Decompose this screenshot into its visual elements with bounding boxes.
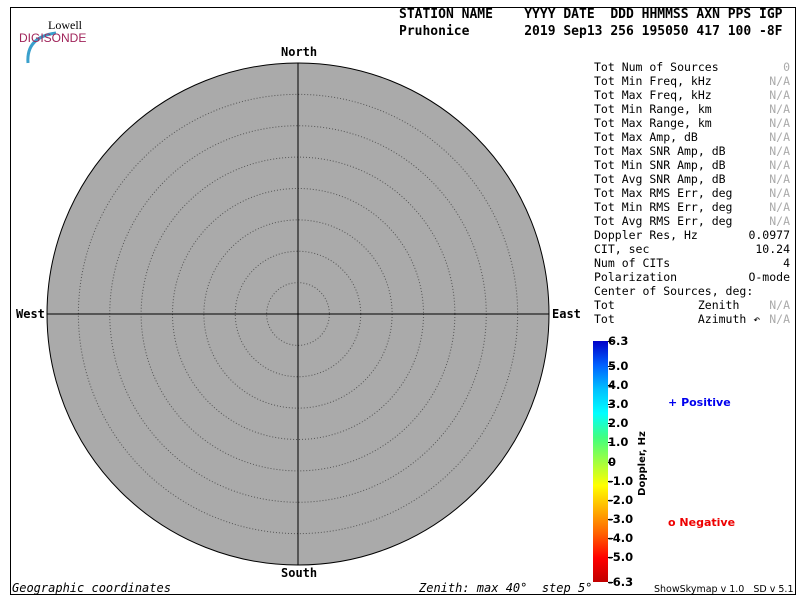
- stat-label: Tot Min RMS Err, deg: [594, 200, 733, 214]
- doppler-colorbar: [593, 341, 608, 582]
- stat-label: Doppler Res, Hz: [594, 228, 698, 242]
- stat-value: 0: [783, 60, 790, 74]
- east-label: East: [552, 307, 581, 321]
- colorbar-tick-mark: [608, 423, 613, 425]
- legend-negative-label: Negative: [679, 516, 736, 529]
- stat-label: Tot Min SNR Amp, dB: [594, 158, 726, 172]
- stat-value: N/A: [769, 312, 790, 326]
- colorbar-tick: -4.0: [608, 531, 634, 545]
- header-labels: STATION NAME YYYY DATE DDD HHMMSS AXN PP…: [399, 7, 783, 22]
- stat-value: N/A: [769, 214, 790, 228]
- colorbar-tick-mark: [608, 480, 613, 482]
- stat-value: N/A: [769, 158, 790, 172]
- footer-version: ShowSkymap v 1.0 SD v 5.1: [654, 584, 794, 595]
- stat-label: Tot Avg RMS Err, deg: [594, 214, 733, 228]
- stat-label: Tot Zenith: [594, 298, 740, 312]
- footer-coordinates: Geographic coordinates: [12, 581, 171, 595]
- west-label: West: [16, 307, 45, 321]
- stat-value: N/A: [769, 116, 790, 130]
- colorbar-tick-mark: [608, 582, 613, 583]
- colorbar-tick: 3.0: [608, 397, 629, 412]
- stat-label: Tot Num of Sources: [594, 60, 719, 74]
- logo-arc-icon: [26, 31, 56, 64]
- logo-top-text: Lowell: [48, 18, 82, 32]
- stat-label: Tot Avg SNR Amp, dB: [594, 172, 726, 186]
- colorbar-tick: 5.0: [608, 358, 629, 373]
- colorbar-tick: 4.0: [608, 377, 629, 392]
- stat-label: Num of CITs: [594, 256, 671, 270]
- header-values: Pruhonice 2019 Sep13 256 195050 417 100 …: [399, 24, 783, 39]
- plus-icon: +: [668, 396, 678, 409]
- stat-value: 4: [783, 256, 790, 270]
- colorbar-tick-mark: [608, 538, 613, 539]
- colorbar-tick: -6.3: [608, 575, 634, 589]
- stat-value: N/A: [769, 130, 790, 144]
- colorbar-tick: 6.3: [608, 334, 629, 348]
- colorbar-tick-mark: [608, 384, 613, 386]
- legend-negative: o Negative: [668, 516, 735, 529]
- north-label: North: [281, 45, 318, 59]
- stat-label: Tot Azimuth ↶: [594, 312, 761, 326]
- stat-value: N/A: [769, 144, 790, 158]
- stat-value: 0.0977: [748, 228, 790, 242]
- colorbar-tick: -5.0: [608, 550, 634, 565]
- stat-value: N/A: [769, 172, 790, 186]
- colorbar-tick-mark: [608, 442, 613, 444]
- stat-label: Center of Sources, deg:: [594, 284, 754, 298]
- south-label: South: [281, 566, 318, 580]
- stat-value: 10.24: [755, 242, 790, 256]
- colorbar-tick-mark: [608, 461, 613, 463]
- stat-label: Tot Max SNR Amp, dB: [594, 144, 726, 158]
- stat-value: N/A: [769, 102, 790, 116]
- stat-label: Tot Max Freq, kHz: [594, 88, 712, 102]
- footer-zenith: Zenith: max 40° step 5°: [419, 581, 593, 595]
- legend-positive-label: Positive: [681, 396, 731, 409]
- colorbar-tick-mark: [608, 557, 613, 559]
- stat-label: Tot Min Freq, kHz: [594, 74, 712, 88]
- colorbar-tick: 2.0: [608, 416, 629, 431]
- legend-positive: + Positive: [668, 396, 731, 409]
- stat-label: Tot Max Range, km: [594, 116, 712, 130]
- colorbar-tick: -2.0: [608, 492, 634, 507]
- colorbar-tick-mark: [608, 404, 613, 406]
- stat-label: Tot Max Amp, dB: [594, 130, 698, 144]
- stat-value: N/A: [769, 200, 790, 214]
- stat-value: N/A: [769, 298, 790, 312]
- stat-value: N/A: [769, 88, 790, 102]
- colorbar-tick: -3.0: [608, 511, 634, 526]
- stat-label: Tot Max RMS Err, deg: [594, 186, 733, 200]
- colorbar-tick-mark: [608, 499, 613, 501]
- logo-bottom-text: DIGISONDE: [19, 31, 87, 45]
- colorbar-tick: -1.0: [608, 473, 634, 488]
- skymap-frame: [10, 7, 796, 595]
- stat-value: N/A: [769, 74, 790, 88]
- colorbar-tick-mark: [608, 341, 613, 342]
- stat-label: Polarization: [594, 270, 678, 284]
- stat-value: N/A: [769, 186, 790, 200]
- colorbar-title: Doppler, Hz: [636, 431, 648, 496]
- stat-value: O-mode: [748, 270, 790, 284]
- colorbar-tick-mark: [608, 365, 613, 367]
- circle-icon: o: [668, 516, 676, 529]
- stat-label: CIT, sec: [594, 242, 650, 256]
- colorbar-tick: 1.0: [608, 435, 629, 450]
- colorbar-tick-mark: [608, 518, 613, 520]
- digisonde-logo: Lowell DIGISONDE: [12, 10, 87, 64]
- stat-label: Tot Min Range, km: [594, 102, 712, 116]
